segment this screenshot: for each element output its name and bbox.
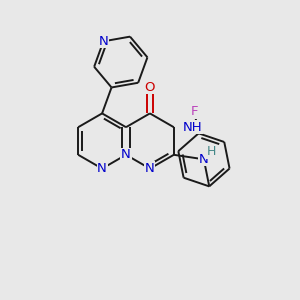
Text: NH: NH (183, 121, 202, 134)
Text: N: N (199, 153, 209, 166)
Text: N: N (145, 162, 155, 175)
Text: F: F (190, 105, 198, 118)
Text: O: O (145, 81, 155, 94)
Text: H: H (207, 145, 216, 158)
Text: N: N (97, 162, 107, 175)
Text: N: N (121, 148, 131, 161)
Text: N: N (98, 35, 108, 48)
